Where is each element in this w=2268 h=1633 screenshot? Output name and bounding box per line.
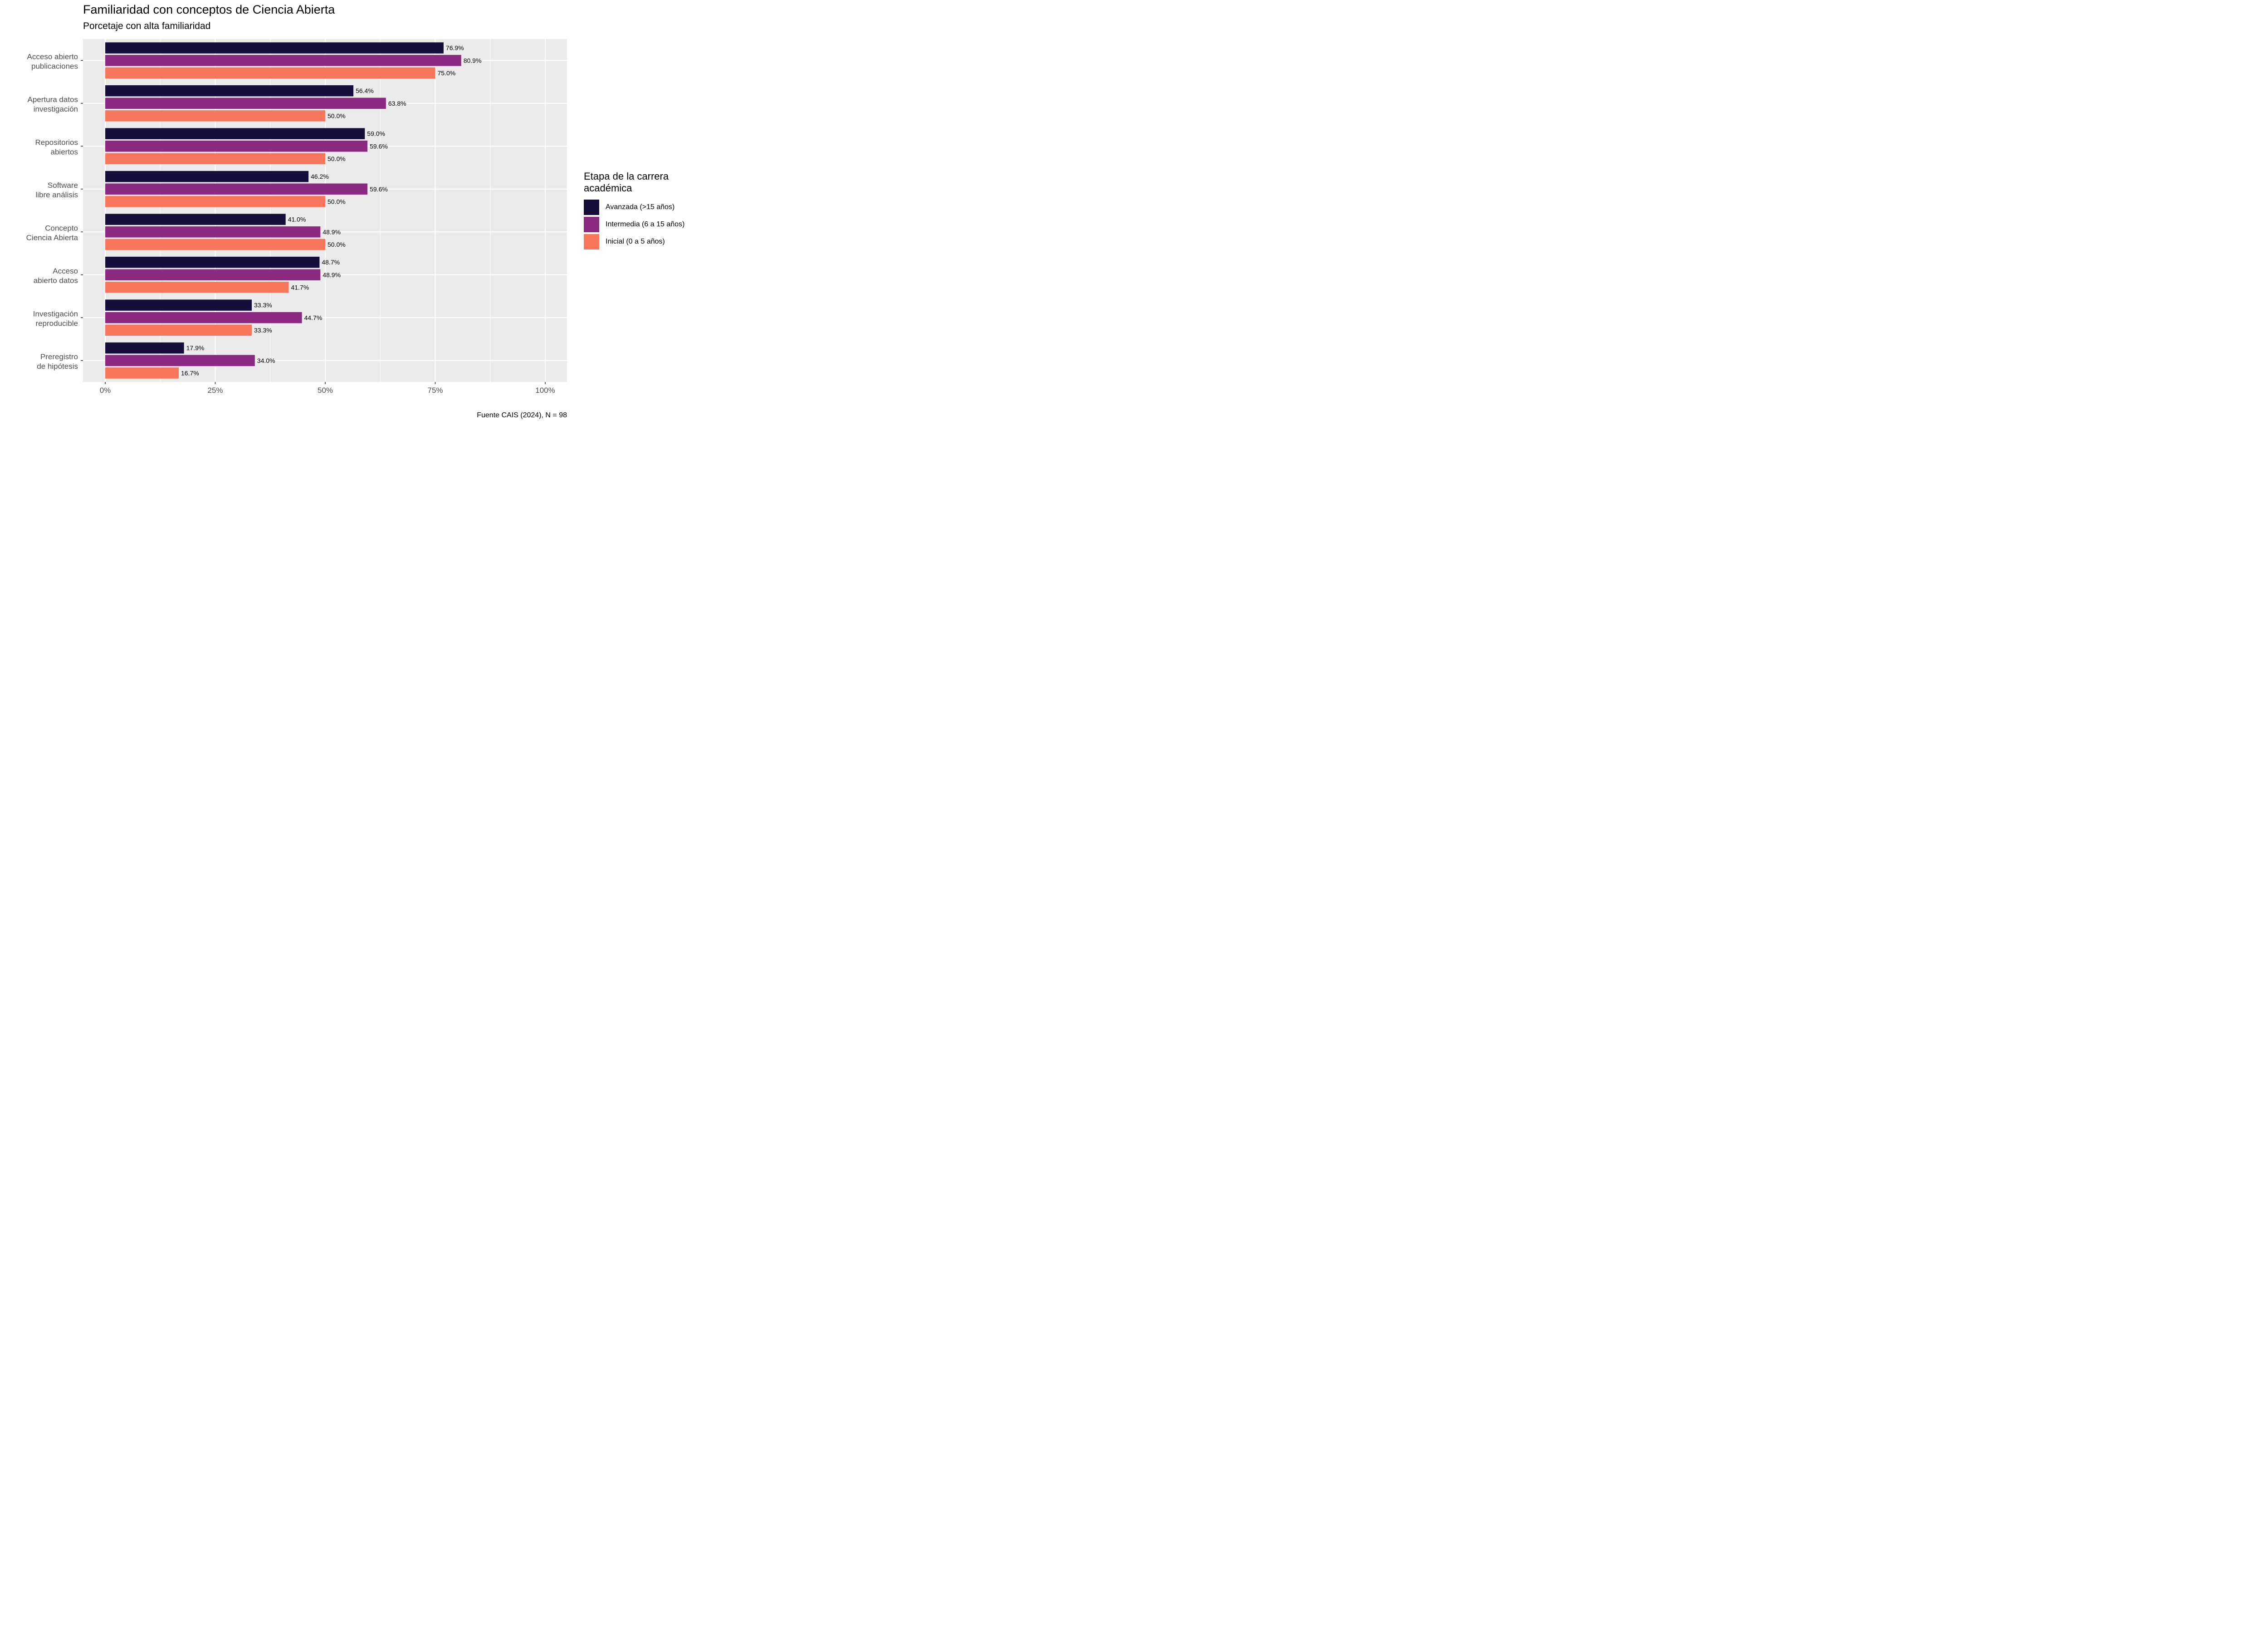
bar <box>105 183 368 195</box>
x-tick-label: 75% <box>427 386 443 395</box>
bar-value-label: 59.6% <box>370 142 388 150</box>
bar <box>105 342 184 354</box>
legend-item-intermedia: Intermedia (6 a 15 años) <box>584 216 702 233</box>
bar-value-label: 41.0% <box>288 216 306 223</box>
y-tick-label: Apertura datos investigación <box>27 95 78 113</box>
bar <box>105 153 325 165</box>
legend-item-avanzada: Avanzada (>15 años) <box>584 199 702 216</box>
bar <box>105 324 252 336</box>
x-tick-label: 50% <box>318 386 333 395</box>
bar <box>105 42 444 54</box>
bar <box>105 312 302 323</box>
bar-value-label: 50.0% <box>327 198 346 205</box>
legend-label-avanzada: Avanzada (>15 años) <box>606 203 675 211</box>
bar-value-label: 17.9% <box>186 344 205 352</box>
y-tick-label: Acceso abierto publicaciones <box>27 52 78 70</box>
bar-value-label: 59.6% <box>370 186 388 193</box>
bars <box>105 42 461 379</box>
bar-chart: 76.9%80.9% 75.0% 56.4% 63.8% 50.0% 59.0% 59.6%… <box>26 39 567 395</box>
bar <box>105 141 368 152</box>
bar-value-label: 50.0% <box>327 112 346 119</box>
bar <box>105 67 435 79</box>
bar-value-label: 56.4% <box>356 87 374 94</box>
legend-label-intermedia: Intermedia (6 a 15 años) <box>606 220 685 228</box>
bar <box>105 55 461 66</box>
y-tick-label: Software libre análisis <box>35 181 78 199</box>
bar-value-label: 48.7% <box>322 259 340 266</box>
bar-labels: 76.9%80.9% 75.0% 56.4% 63.8% 50.0% 59.0% 59.6%… <box>181 44 481 377</box>
bar <box>105 98 386 109</box>
bar <box>105 239 325 250</box>
bar-value-label: 41.7% <box>291 284 309 291</box>
bar <box>105 269 321 280</box>
legend-key-inicial <box>584 234 599 249</box>
bar <box>105 282 289 293</box>
y-tick-label: Preregistro de hipótesis <box>37 352 78 371</box>
bar-value-label: 50.0% <box>327 155 346 162</box>
bar-value-label: 44.7% <box>304 314 323 321</box>
bar-value-label: 16.7% <box>181 369 199 376</box>
x-tick-label: 100% <box>535 386 555 395</box>
bar-value-label: 34.0% <box>257 357 275 364</box>
legend-title: Etapa de la carrera académica <box>584 171 669 194</box>
bar-value-label: 50.0% <box>327 241 346 248</box>
bar <box>105 85 354 97</box>
y-tick-label: Repositorios abiertos <box>35 138 78 156</box>
y-tick-label: Acceso abierto datos <box>34 267 78 285</box>
bar <box>105 256 320 268</box>
bar-value-label: 48.9% <box>323 228 341 235</box>
legend-key-intermedia <box>584 217 599 232</box>
bar-value-label: 33.3% <box>254 327 272 334</box>
y-axis: Acceso abierto publicaciones Apertura dato… <box>26 52 83 371</box>
bar <box>105 128 365 139</box>
y-tick-label: Investigación reproducible <box>33 309 78 328</box>
bar-value-label: 63.8% <box>388 100 406 107</box>
bar <box>105 299 252 311</box>
chart-title: Familiaridad con conceptos de Ciencia Ab… <box>83 3 335 16</box>
chart-caption: Fuente CAIS (2024), N = 98 <box>477 411 567 419</box>
y-tick-label: Concepto Ciencia Abierta <box>26 224 78 242</box>
bar-value-label: 76.9% <box>446 44 464 52</box>
bar <box>105 226 321 238</box>
legend: Etapa de la carrera académica Avanzada (… <box>584 171 702 250</box>
bar-value-label: 46.2% <box>311 173 329 180</box>
bar <box>105 214 286 225</box>
bar <box>105 196 325 207</box>
bar <box>105 355 255 366</box>
x-axis: 0% 25% 50% 75% 100% <box>100 382 555 395</box>
legend-key-avanzada <box>584 200 599 215</box>
bar <box>105 110 325 122</box>
bar-value-label: 33.3% <box>254 302 272 309</box>
legend-label-inicial: Inicial (0 a 5 años) <box>606 238 665 245</box>
bar <box>105 171 309 182</box>
legend-item-inicial: Inicial (0 a 5 años) <box>584 233 702 250</box>
bar-value-label: 75.0% <box>438 69 456 77</box>
bar-value-label: 59.0% <box>367 130 385 137</box>
x-tick-label: 25% <box>207 386 223 395</box>
bar-value-label: 48.9% <box>323 271 341 279</box>
x-tick-label: 0% <box>100 386 111 395</box>
bar <box>105 367 179 379</box>
bar-value-label: 80.9% <box>464 57 482 64</box>
chart-subtitle: Porcetaje con alta familiaridad <box>83 21 211 31</box>
